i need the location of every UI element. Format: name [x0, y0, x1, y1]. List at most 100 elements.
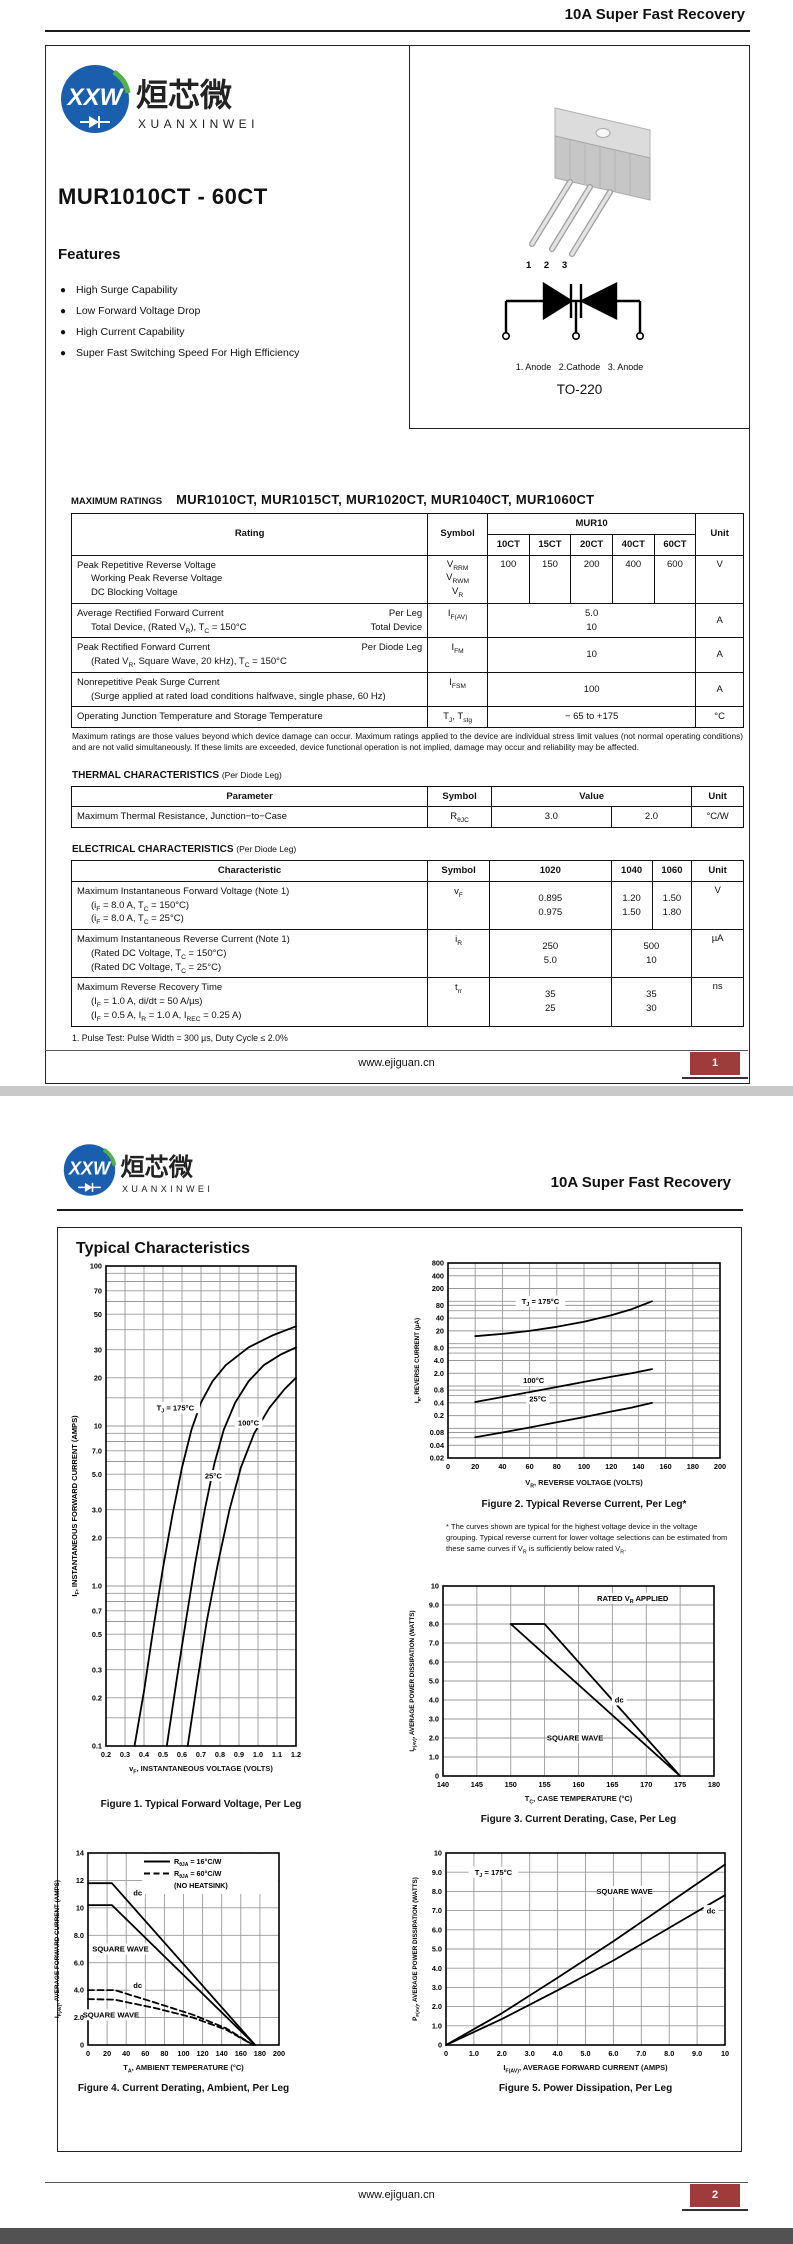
unit-cell: ns	[691, 977, 744, 1027]
svg-text:4.0: 4.0	[74, 1986, 84, 1995]
svg-text:12: 12	[76, 1876, 84, 1885]
svg-text:3.0: 3.0	[525, 2049, 535, 2058]
table-row: Average Rectified Forward Current Per Leg…	[70, 602, 744, 639]
logo-green-accent	[102, 1148, 117, 1166]
svg-text:0.7: 0.7	[196, 1750, 206, 1759]
svg-text:200: 200	[714, 1462, 726, 1471]
svg-text:1.0: 1.0	[469, 2049, 479, 2058]
figure5-xlabel: IF(AV), AVERAGE FORWARD CURRENT (AMPS)	[503, 2063, 668, 2075]
svg-text:PF(AV), AVERAGE POWER DISSIPAT: PF(AV), AVERAGE POWER DISSIPATION (WATTS…	[412, 1877, 420, 2021]
logo-monogram: XXW	[68, 1159, 112, 1179]
svg-text:IF, INSTANTANEOUS FORWARD CURR: IF, INSTANTANEOUS FORWARD CURRENT (AMPS)	[70, 1415, 81, 1597]
svg-text:2.0: 2.0	[432, 2002, 442, 2011]
value-cell: 150	[528, 554, 572, 604]
col-1020: 1020	[488, 860, 612, 882]
svg-text:100: 100	[578, 1462, 590, 1471]
svg-text:150: 150	[505, 1780, 517, 1789]
value-cell: 200	[570, 554, 613, 604]
svg-text:80: 80	[160, 2049, 168, 2058]
package-body	[554, 135, 651, 201]
rating-cell: Nonrepetitive Peak Surge Current (Surge …	[70, 671, 429, 708]
svg-text:1.1: 1.1	[272, 1750, 282, 1759]
symbol-cell: vF	[427, 880, 490, 931]
svg-text:0: 0	[444, 2049, 448, 2058]
svg-text:TJ = 175°C: TJ = 175°C	[522, 1297, 560, 1308]
logo-circle	[61, 65, 129, 133]
svg-text:165: 165	[606, 1780, 618, 1789]
svg-text:10: 10	[431, 1582, 439, 1591]
figure2-footnote: * The curves shown are typical for the h…	[446, 1522, 728, 1556]
svg-text:10: 10	[76, 1903, 84, 1912]
symbol-cell: trr	[427, 977, 490, 1027]
svg-text:dc: dc	[133, 1888, 142, 1897]
svg-text:10: 10	[721, 2049, 729, 2058]
logo-green-accent	[112, 69, 131, 94]
figure3-caption: Figure 3. Current Derating, Case, Per Le…	[480, 1814, 677, 1825]
svg-text:9.0: 9.0	[432, 1868, 442, 1877]
svg-text:14: 14	[76, 1849, 85, 1858]
symbol-cell: TJ, Tstg	[427, 706, 488, 729]
svg-text:0.7: 0.7	[92, 1606, 102, 1615]
col-unit: Unit	[691, 785, 744, 808]
symbol-cell: RθJC	[427, 806, 492, 829]
svg-text:155: 155	[539, 1780, 551, 1789]
header-rule	[57, 1209, 743, 1211]
svg-text:2.0: 2.0	[429, 1734, 439, 1743]
rating-cell: Average Rectified Forward Current Per Leg…	[70, 602, 429, 639]
unit-cell: µA	[691, 929, 744, 979]
svg-text:3.0: 3.0	[92, 1505, 102, 1514]
page1-content-box: XXW 烜芯微 XUANXINWEI MUR1010CT - 60CT Feat…	[45, 45, 750, 1084]
svg-text:175: 175	[674, 1780, 686, 1789]
svg-text:10: 10	[434, 1849, 442, 1858]
svg-text:20: 20	[103, 2049, 111, 2058]
tables-region: MAXIMUM RATINGS MUR1010CT, MUR1015CT, MU…	[70, 492, 744, 1043]
svg-text:25°C: 25°C	[529, 1394, 546, 1403]
svg-text:800: 800	[432, 1259, 444, 1268]
company-logo: XXW 烜芯微 XUANXINWEI	[56, 60, 281, 143]
value-cell: 250 5.0	[488, 929, 612, 979]
svg-text:0.4: 0.4	[139, 1750, 150, 1759]
page1-footer: www.ejiguan.cn 1	[0, 1050, 793, 1084]
svg-text:7.0: 7.0	[429, 1639, 439, 1648]
electrical-characteristics-table: Characteristic Symbol 1020 1040 1060 Uni…	[70, 860, 744, 1027]
table-row: Maximum Instantaneous Forward Voltage (N…	[70, 880, 744, 931]
svg-text:8.0: 8.0	[664, 2049, 674, 2058]
svg-text:0: 0	[446, 1462, 450, 1471]
value-cell: 100	[486, 671, 697, 708]
svg-text:9.0: 9.0	[692, 2049, 702, 2058]
page-separator	[0, 1086, 793, 1096]
col-symbol: Symbol	[427, 860, 490, 882]
unit-cell: A	[695, 637, 744, 673]
svg-text:6.0: 6.0	[74, 1958, 84, 1967]
pinout-label: 1. Anode 2.Cathode 3. Anode	[515, 362, 644, 372]
svg-text:160: 160	[235, 2049, 247, 2058]
parameter-cell: Maximum Thermal Resistance, Junction−to−…	[70, 806, 429, 829]
svg-text:30: 30	[94, 1345, 102, 1354]
table-row: Maximum Instantaneous Reverse Current (N…	[70, 929, 744, 979]
col-model: 10CT	[486, 533, 530, 556]
svg-text:180: 180	[687, 1462, 699, 1471]
svg-text:0.2: 0.2	[101, 1750, 111, 1759]
table-row: Maximum Reverse Recovery Time (IF = 1.0 …	[70, 977, 744, 1027]
svg-text:1.0: 1.0	[92, 1582, 102, 1591]
svg-text:5.0: 5.0	[92, 1470, 102, 1479]
svg-text:20: 20	[436, 1326, 444, 1335]
svg-text:0.8: 0.8	[215, 1750, 225, 1759]
section-title: Typical Characteristics	[76, 1240, 251, 1257]
svg-text:200: 200	[273, 2049, 285, 2058]
footer-rule	[45, 1050, 748, 1051]
svg-text:400: 400	[432, 1271, 444, 1280]
feature-item: ● Low Forward Voltage Drop	[60, 305, 201, 317]
svg-text:80: 80	[553, 1462, 561, 1471]
svg-text:RθJA = 60°C/W: RθJA = 60°C/W	[174, 1869, 222, 1880]
bottom-bar	[0, 2228, 793, 2244]
electrical-heading: ELECTRICAL CHARACTERISTICS (Per Diode Le…	[72, 844, 297, 856]
footer-rule	[45, 2182, 748, 2183]
page-number-badge: 2	[690, 2184, 740, 2207]
svg-text:70: 70	[94, 1286, 102, 1295]
figure1-caption: Figure 1. Typical Forward Voltage, Per L…	[100, 1799, 302, 1810]
unit-cell: V	[695, 554, 744, 604]
svg-text:SQUARE WAVE: SQUARE WAVE	[596, 1887, 652, 1896]
svg-text:60: 60	[141, 2049, 149, 2058]
svg-text:180: 180	[708, 1780, 720, 1789]
